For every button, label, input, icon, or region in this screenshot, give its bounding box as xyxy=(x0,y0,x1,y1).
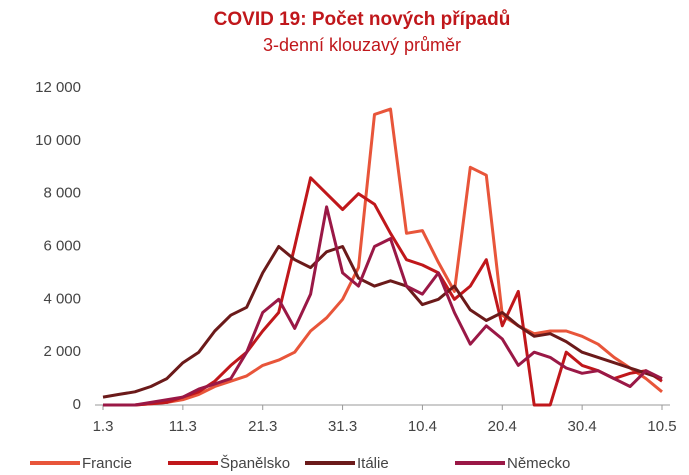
x-tick-label: 30.4 xyxy=(568,418,597,435)
legend-label: Francie xyxy=(82,455,132,472)
x-tick-label: 21.3 xyxy=(248,418,277,435)
series-line xyxy=(103,205,663,407)
y-tick-label: 8 000 xyxy=(43,185,81,202)
x-tick-label: 10.4 xyxy=(408,418,437,435)
legend-label: Itálie xyxy=(357,455,389,472)
legend-label: Německo xyxy=(507,455,570,472)
series-line xyxy=(102,245,663,399)
y-tick-label: 12 000 xyxy=(35,79,81,96)
y-tick-label: 0 xyxy=(73,396,81,413)
x-tick-label: 31.3 xyxy=(328,418,357,435)
y-tick-label: 10 000 xyxy=(35,132,81,149)
y-tick-label: 6 000 xyxy=(43,237,81,254)
y-tick-label: 4 000 xyxy=(43,290,81,307)
x-tick-label: 1.3 xyxy=(93,418,114,435)
x-tick-label: 20.4 xyxy=(488,418,517,435)
chart-title: COVID 19: Počet nových případů xyxy=(214,9,511,30)
x-tick-label: 11.3 xyxy=(169,418,197,435)
x-tick-label: 10.5 xyxy=(647,418,676,435)
legend-label: Španělsko xyxy=(220,455,290,472)
y-tick-label: 2 000 xyxy=(43,343,81,360)
series-line xyxy=(103,107,663,407)
series-line xyxy=(103,176,663,407)
chart-subtitle: 3-denní klouzavý průměr xyxy=(263,35,461,55)
